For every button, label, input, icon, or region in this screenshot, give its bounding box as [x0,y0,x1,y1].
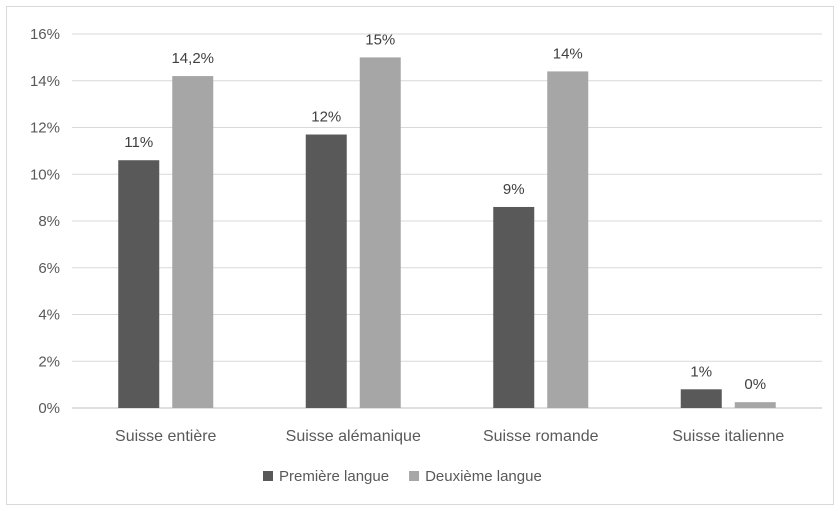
x-axis-category-labels: Suisse entière Suisse alémanique Suisse ro… [115,428,784,445]
bar-1-4 [680,389,722,408]
bar-1-2 [305,134,347,408]
y-tick-label-7: 14% [30,73,60,90]
data-label-2-2: 15% [365,31,395,48]
y-tick-label-3: 6% [38,260,60,277]
legend-label-1: Première langue [279,468,389,485]
data-label-2-1: 14,2% [171,50,214,67]
data-label-1-3: 9% [503,181,525,198]
bar-1-1 [118,160,160,408]
legend: Première langue Deuxième langue [263,468,542,485]
data-label-1-4: 1% [690,363,712,380]
x-category-label-2: Suisse alémanique [286,428,421,445]
bar-1-3 [493,206,535,408]
bar-2-4 [734,402,776,408]
y-tick-label-1: 2% [38,353,60,370]
bar-2-1 [172,76,214,408]
bar-2-3 [547,71,589,409]
y-tick-label-8: 16% [30,26,60,43]
data-label-1-2: 12% [311,109,341,126]
y-tick-label-0: 0% [38,400,60,417]
legend-label-2: Deuxième langue [425,468,542,485]
bars [118,57,776,409]
data-label-1-1: 11% [124,134,153,151]
y-tick-label-4: 8% [38,213,60,230]
y-tick-label-5: 10% [30,166,60,183]
legend-swatch-2 [409,471,420,481]
data-label-2-3: 14% [553,45,583,62]
y-tick-label-2: 4% [38,307,60,324]
bar-2-2 [359,57,401,408]
x-category-label-3: Suisse romande [483,428,599,445]
y-axis-tick-labels: 0% 2% 4% 6% 8% 10% 12% 14% 16% [30,26,60,417]
data-labels: 11% 14,2% 12% 15% 9% 14% 1% 0% [124,31,766,393]
data-label-2-4: 0% [744,376,766,393]
x-category-label-4: Suisse italienne [672,428,784,445]
y-tick-label-6: 12% [30,120,60,137]
legend-swatch-1 [263,471,273,481]
x-category-label-1: Suisse entière [115,428,216,445]
